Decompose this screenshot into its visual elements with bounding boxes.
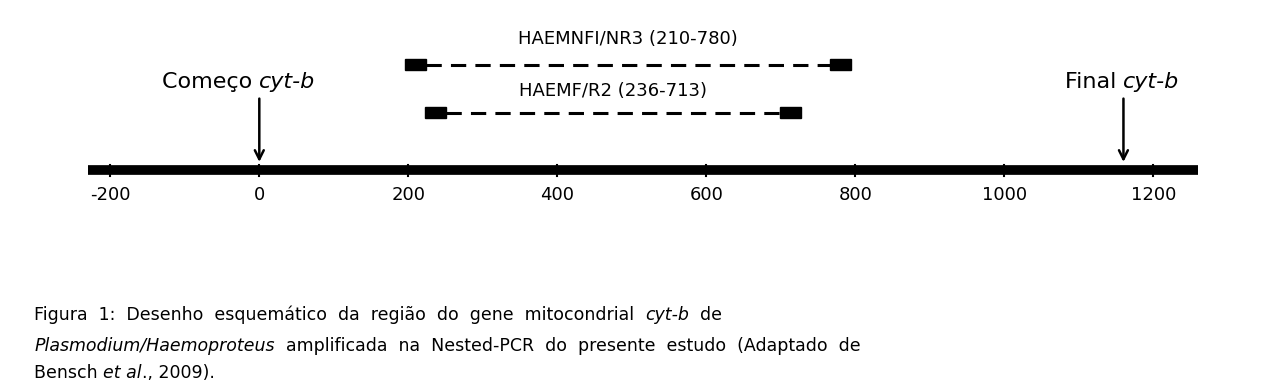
Bar [425, 108, 445, 118]
Text: ., 2009).: ., 2009). [142, 364, 214, 382]
Text: HAEMF/R2 (236-713): HAEMF/R2 (236-713) [519, 82, 706, 100]
Text: amplificada  na  Nested-PCR  do  presente  estudo  (Adaptado  de: amplificada na Nested-PCR do presente es… [275, 337, 861, 355]
Text: cyt-b: cyt-b [1123, 72, 1179, 92]
Text: HAEMNFI/NR3 (210-780): HAEMNFI/NR3 (210-780) [519, 30, 738, 48]
Text: 1200: 1200 [1131, 186, 1175, 204]
Bar [406, 59, 426, 70]
Text: 0: 0 [254, 186, 265, 204]
Text: cyt-b: cyt-b [645, 306, 690, 324]
Text: 200: 200 [392, 186, 425, 204]
Text: 800: 800 [838, 186, 872, 204]
Text: 1000: 1000 [981, 186, 1027, 204]
Text: de: de [690, 306, 723, 324]
Text: 400: 400 [540, 186, 574, 204]
Text: Figura  1:  Desenho  esquemático  da  região  do  gene  mitocondrial: Figura 1: Desenho esquemático da região … [34, 306, 645, 324]
Text: cyt-b: cyt-b [259, 72, 316, 92]
Text: et al: et al [104, 364, 142, 382]
Bar [780, 108, 801, 118]
Text: Final: Final [1065, 72, 1123, 92]
Text: Começo: Começo [162, 72, 259, 92]
Text: Plasmodium/Haemoproteus: Plasmodium/Haemoproteus [34, 337, 275, 355]
Text: 600: 600 [690, 186, 723, 204]
Bar [831, 59, 851, 70]
Text: -200: -200 [90, 186, 131, 204]
Text: Bensch: Bensch [34, 364, 104, 382]
